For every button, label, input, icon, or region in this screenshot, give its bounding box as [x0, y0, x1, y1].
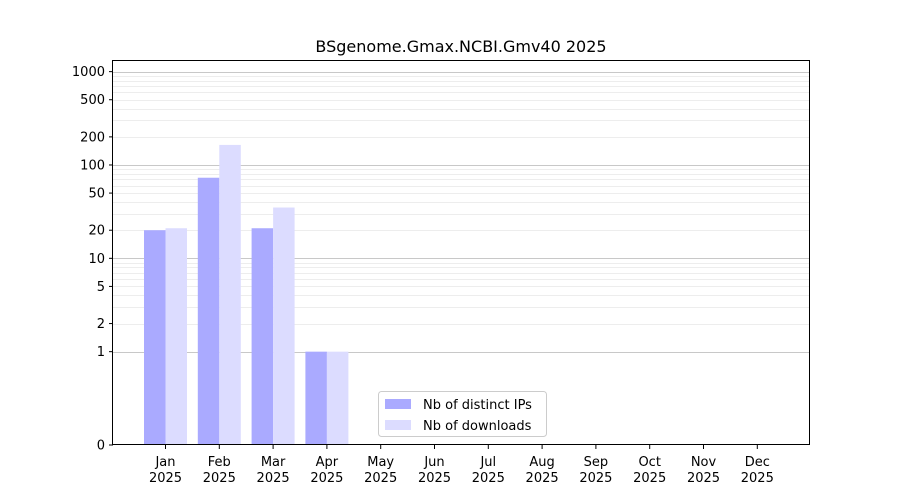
- y-tick-label: 2: [97, 317, 105, 332]
- x-axis: Jan2025Feb2025Mar2025Apr2025May2025Jun20…: [149, 445, 774, 486]
- x-tick-label-year: 2025: [203, 471, 236, 486]
- x-tick-label-month: Feb: [208, 455, 231, 470]
- x-tick-label-year: 2025: [579, 471, 612, 486]
- bar-downloads-jan: [165, 228, 187, 445]
- y-tick-label: 10: [88, 252, 105, 267]
- legend-label: Nb of downloads: [423, 419, 532, 434]
- bars: [144, 144, 349, 445]
- bar-downloads-feb: [219, 144, 241, 445]
- x-tick-label-month: Apr: [316, 455, 339, 470]
- x-tick-label-month: Jun: [423, 455, 444, 470]
- y-tick-label: 5: [97, 280, 105, 295]
- y-tick-label: 200: [80, 130, 105, 145]
- legend-box: [378, 391, 547, 437]
- bar-downloads-mar: [273, 207, 295, 445]
- x-tick-label-month: Oct: [638, 455, 660, 470]
- y-tick-label: 500: [80, 93, 105, 108]
- x-tick-label-year: 2025: [257, 471, 290, 486]
- y-tick-label: 50: [88, 187, 105, 202]
- x-tick-label-month: Jan: [154, 455, 175, 470]
- x-tick-label-year: 2025: [687, 471, 720, 486]
- x-tick-label-year: 2025: [741, 471, 774, 486]
- x-tick-label-month: Mar: [261, 455, 286, 470]
- x-tick-label-month: Aug: [529, 455, 554, 470]
- legend-swatch: [385, 399, 411, 409]
- x-tick-label-year: 2025: [149, 471, 182, 486]
- x-tick-label-month: Dec: [745, 455, 770, 470]
- x-tick-label-year: 2025: [633, 471, 666, 486]
- y-tick-label: 20: [88, 224, 105, 239]
- x-tick-label-month: Jul: [479, 455, 496, 470]
- x-tick-label-month: Sep: [584, 455, 609, 470]
- x-tick-label-year: 2025: [526, 471, 559, 486]
- bar-downloads-apr: [326, 351, 349, 445]
- bar-distinct-ips-mar: [251, 228, 274, 445]
- legend-label: Nb of distinct IPs: [423, 398, 532, 413]
- bar-distinct-ips-jan: [144, 230, 166, 445]
- legend: Nb of distinct IPs Nb of downloads: [378, 391, 547, 437]
- bar-distinct-ips-apr: [305, 351, 327, 445]
- plot-area-frame: [112, 60, 810, 445]
- bar-distinct-ips-feb: [197, 177, 220, 445]
- x-tick-label-month: May: [367, 455, 394, 470]
- y-tick-label: 1000: [72, 65, 105, 80]
- x-tick-label-month: Nov: [691, 455, 717, 470]
- x-tick-label-year: 2025: [364, 471, 397, 486]
- y-axis: 0 1 2 5 10 20 50 100 200 500 1000: [72, 65, 113, 454]
- y-tick-label: 0: [97, 439, 105, 454]
- legend-swatch: [385, 420, 411, 430]
- x-tick-label-year: 2025: [310, 471, 343, 486]
- y-tick-label: 1: [97, 345, 105, 360]
- chart-title: BSgenome.Gmax.NCBI.Gmv40 2025: [315, 37, 606, 56]
- x-tick-label-year: 2025: [418, 471, 451, 486]
- x-tick-label-year: 2025: [472, 471, 505, 486]
- y-tick-label: 100: [80, 158, 105, 173]
